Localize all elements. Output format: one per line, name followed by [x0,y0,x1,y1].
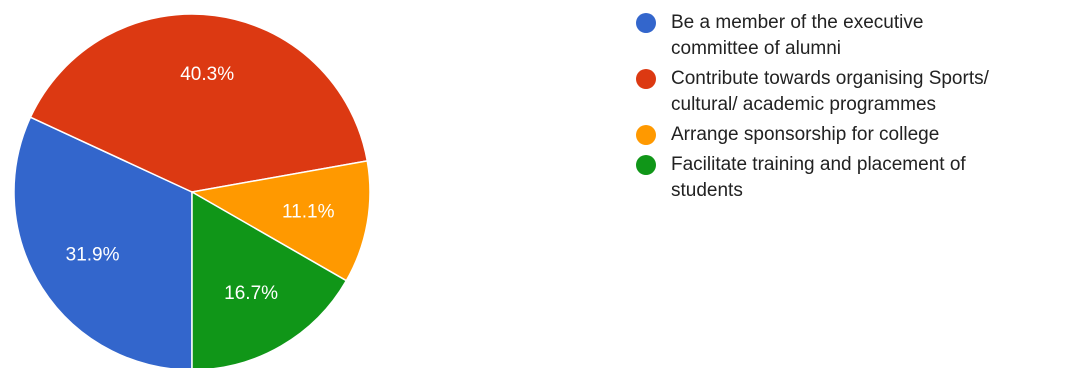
legend-swatch [636,13,656,33]
legend-label: Be a member of the executive committee o… [671,12,924,59]
legend-swatch [636,125,656,145]
legend-label: Arrange sponsorship for college [671,124,940,145]
slice-value-label: 40.3% [180,64,234,85]
pie-slice-2 [189,159,371,282]
pie-slice-3 [191,190,348,368]
pie-chart: 31.9% 40.3% 11.1% 16.7% [13,13,371,368]
slice-value-label: 11.1% [282,201,335,222]
pie-slice-1 [29,13,369,193]
legend-label: Facilitate training and placement of stu… [671,154,966,201]
slice-value-label: 16.7% [224,283,278,304]
legend-item: Arrange sponsorship for college [636,122,1076,148]
chart-legend: Be a member of the executive committee o… [636,10,1076,208]
legend-item: Contribute towards organising Sports/ cu… [636,66,1076,118]
legend-swatch [636,69,656,89]
slice-value-label: 31.9% [66,245,120,266]
legend-item: Facilitate training and placement of stu… [636,152,1076,204]
pie-slice-0 [13,116,193,368]
legend-label: Contribute towards organising Sports/ cu… [671,68,989,115]
legend-swatch [636,155,656,175]
legend-item: Be a member of the executive committee o… [636,10,1076,62]
